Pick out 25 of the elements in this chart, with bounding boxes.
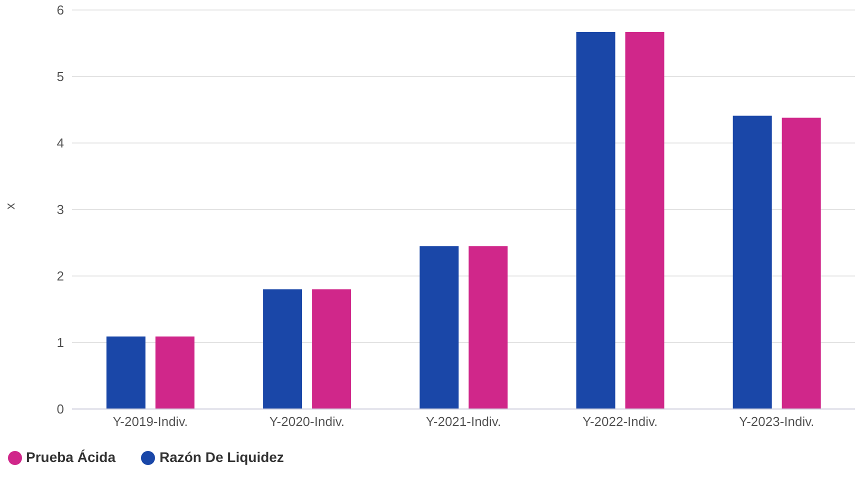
- y-tick-label: 4: [56, 136, 64, 151]
- y-tick-label: 1: [56, 335, 64, 350]
- bar: [732, 116, 772, 409]
- x-tick-label: Y-2020-Indiv.: [269, 414, 344, 430]
- bar: [782, 118, 821, 409]
- y-tick-label: 5: [56, 69, 64, 84]
- bar: [576, 32, 616, 409]
- bar: [106, 336, 146, 409]
- bar: [263, 289, 302, 409]
- y-tick-label: 3: [56, 202, 64, 218]
- x-tick-label: Y-2023-Indiv.: [739, 414, 814, 430]
- y-axis-title: x: [2, 202, 18, 210]
- legend-label: Prueba Ácida: [26, 449, 116, 465]
- y-tick-label: 2: [56, 268, 64, 284]
- x-tick-label: Y-2019-Indiv.: [112, 414, 188, 430]
- y-tick-label: 6: [56, 2, 64, 18]
- legend-label: Razón De Liquidez: [159, 449, 284, 465]
- x-tick-label: Y-2021-Indiv.: [426, 414, 502, 430]
- x-tick-label: Y-2022-Indiv.: [582, 414, 658, 430]
- bar: [312, 289, 352, 409]
- bar: [468, 246, 508, 409]
- bar: [155, 336, 194, 409]
- y-tick-label: 0: [56, 402, 64, 417]
- bar: [420, 246, 459, 409]
- bar: [625, 32, 664, 409]
